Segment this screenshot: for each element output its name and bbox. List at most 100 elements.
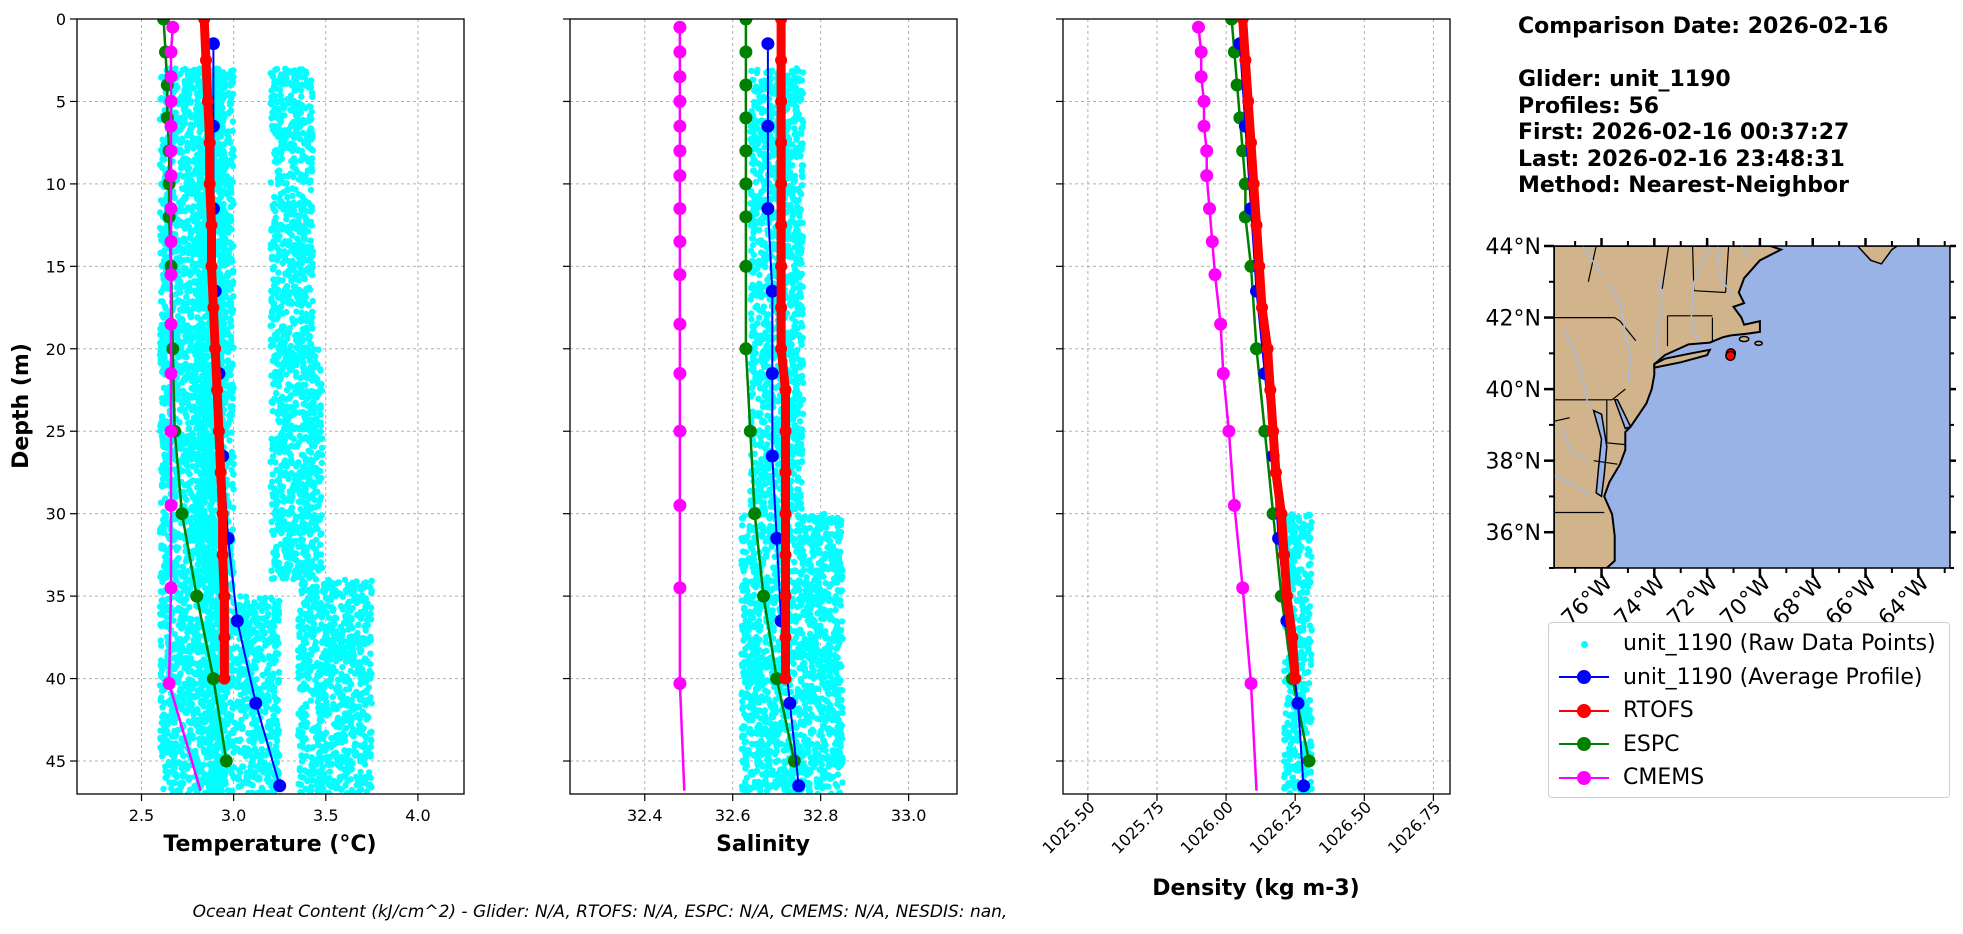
raw-point bbox=[200, 681, 208, 689]
raw-point bbox=[295, 382, 303, 389]
raw-point bbox=[157, 96, 164, 103]
raw-point bbox=[285, 67, 292, 75]
raw-point bbox=[286, 325, 293, 332]
raw-point bbox=[229, 361, 236, 369]
raw-point bbox=[311, 440, 318, 447]
raw-point bbox=[230, 471, 237, 478]
raw-point bbox=[222, 347, 229, 355]
raw-point bbox=[274, 313, 282, 320]
raw-point bbox=[156, 529, 164, 536]
raw-point bbox=[274, 99, 281, 106]
raw-point bbox=[223, 214, 230, 221]
raw-point bbox=[271, 331, 279, 339]
raw-point bbox=[199, 342, 206, 349]
raw-point bbox=[213, 94, 221, 101]
raw-point bbox=[299, 508, 306, 515]
raw-point bbox=[278, 138, 285, 145]
raw-point bbox=[194, 278, 201, 285]
raw-point bbox=[220, 73, 228, 81]
raw-point bbox=[317, 493, 325, 501]
raw-point bbox=[174, 331, 181, 339]
raw-point bbox=[284, 186, 291, 193]
raw-point bbox=[297, 523, 304, 531]
plot-area bbox=[156, 19, 375, 794]
raw-point bbox=[196, 325, 203, 332]
raw-point bbox=[311, 409, 318, 417]
raw-point bbox=[279, 223, 286, 230]
raw-point bbox=[275, 294, 282, 301]
raw-point bbox=[299, 337, 306, 344]
raw-point bbox=[215, 68, 222, 75]
raw-point bbox=[268, 575, 276, 582]
raw-point bbox=[284, 131, 291, 138]
raw-point bbox=[268, 295, 275, 303]
raw-point bbox=[180, 245, 187, 252]
raw-point bbox=[273, 254, 281, 261]
raw-point bbox=[176, 219, 183, 226]
raw-point bbox=[171, 194, 178, 201]
raw-point bbox=[230, 90, 237, 98]
raw-point bbox=[274, 410, 282, 418]
raw-point bbox=[211, 581, 218, 588]
raw-point bbox=[162, 763, 169, 770]
raw-point bbox=[159, 704, 166, 711]
raw-point bbox=[190, 145, 197, 152]
raw-point bbox=[225, 89, 232, 97]
raw-point bbox=[187, 621, 194, 628]
raw-point bbox=[185, 718, 192, 725]
raw-point bbox=[185, 242, 192, 249]
raw-point bbox=[278, 155, 285, 162]
raw-point bbox=[225, 136, 232, 143]
raw-point bbox=[180, 307, 187, 314]
raw-point bbox=[298, 260, 305, 267]
raw-point bbox=[201, 749, 208, 756]
raw-point bbox=[303, 326, 311, 334]
raw-point bbox=[208, 575, 215, 583]
raw-point bbox=[290, 218, 298, 225]
raw-point bbox=[290, 173, 297, 181]
raw-point bbox=[198, 670, 206, 678]
raw-point bbox=[205, 458, 212, 465]
raw-point bbox=[274, 176, 282, 183]
raw-point bbox=[288, 224, 295, 232]
raw-point bbox=[159, 164, 166, 171]
raw-point bbox=[183, 462, 191, 469]
raw-point bbox=[284, 194, 291, 201]
raw-point bbox=[178, 317, 186, 324]
raw-point bbox=[185, 655, 192, 663]
raw-point bbox=[317, 559, 324, 566]
raw-point bbox=[185, 732, 193, 739]
raw-point bbox=[163, 457, 171, 464]
raw-point bbox=[296, 432, 303, 440]
raw-point bbox=[188, 114, 195, 121]
raw-point bbox=[157, 197, 165, 204]
raw-point bbox=[298, 93, 305, 100]
raw-point bbox=[179, 135, 186, 142]
raw-point bbox=[186, 662, 193, 669]
raw-point bbox=[188, 394, 196, 401]
raw-point bbox=[181, 225, 189, 232]
raw-point bbox=[308, 244, 315, 251]
raw-point bbox=[225, 271, 232, 278]
raw-point bbox=[162, 767, 169, 775]
raw-point bbox=[292, 85, 299, 92]
raw-point bbox=[197, 316, 204, 323]
raw-point bbox=[215, 151, 222, 158]
raw-point bbox=[175, 297, 182, 304]
raw-point bbox=[318, 564, 326, 571]
raw-point bbox=[205, 384, 213, 391]
raw-point bbox=[284, 96, 291, 103]
raw-point bbox=[318, 512, 325, 519]
raw-point bbox=[158, 433, 166, 440]
raw-point bbox=[296, 425, 303, 432]
raw-point bbox=[174, 544, 182, 551]
raw-point bbox=[227, 307, 235, 314]
raw-point bbox=[312, 504, 319, 511]
raw-point bbox=[271, 158, 279, 165]
raw-point bbox=[184, 139, 191, 147]
raw-point bbox=[294, 111, 302, 119]
raw-point bbox=[157, 499, 165, 506]
raw-point bbox=[305, 447, 312, 454]
raw-point bbox=[351, 587, 358, 594]
raw-point bbox=[180, 488, 187, 496]
